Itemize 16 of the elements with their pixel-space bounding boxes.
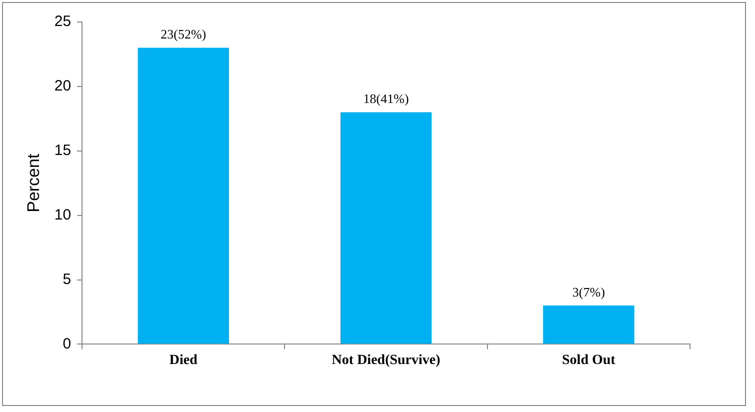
- data-label: 3(7%): [572, 284, 605, 300]
- bar: [138, 48, 229, 344]
- bar: [543, 306, 634, 344]
- x-tick-label: Sold Out: [562, 353, 616, 368]
- data-label: 18(41%): [363, 91, 409, 106]
- x-tick-label: Not Died(Survive): [332, 353, 441, 368]
- y-tick-label: 0: [62, 335, 72, 352]
- bar: [340, 112, 432, 344]
- x-tick-label: Died: [169, 353, 198, 368]
- y-tick-label: 10: [54, 206, 72, 224]
- y-tick-label: 15: [54, 142, 72, 160]
- y-tick-label: 20: [54, 78, 72, 95]
- y-axis-title: Percent: [24, 154, 43, 212]
- data-label: 23(52%): [160, 26, 206, 42]
- y-tick-label: 25: [54, 13, 72, 30]
- y-tick-label: 5: [62, 270, 72, 288]
